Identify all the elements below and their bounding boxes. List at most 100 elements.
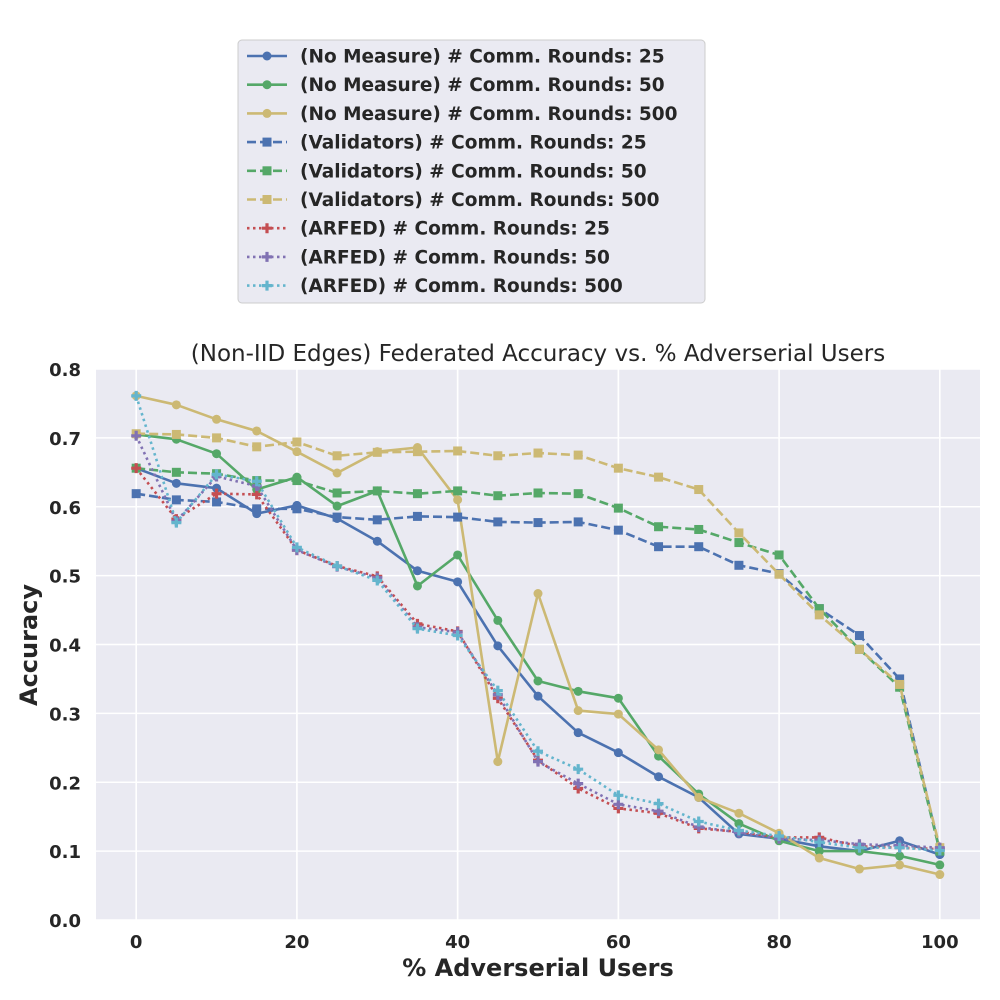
data-point [613,693,623,703]
data-point [613,748,623,758]
data-point [573,489,583,499]
data-point [493,615,503,625]
data-point [613,709,623,719]
data-point [171,467,181,477]
data-point [453,512,463,522]
data-point [613,790,624,801]
data-point [533,676,543,686]
y-tick-label: 0.5 [49,567,81,588]
data-point [251,476,262,487]
data-point [171,517,182,528]
x-tick-label: 80 [767,932,792,953]
data-point [211,469,222,480]
data-point [262,137,272,147]
y-tick-label: 0.2 [49,773,81,794]
data-point [493,517,503,527]
data-point [493,491,503,501]
data-point [573,686,583,696]
y-axis-label: Accuracy [15,584,43,706]
data-point [252,442,262,452]
legend-label: (ARFED) # Comm. Rounds: 50 [300,247,610,268]
data-point [653,798,664,809]
data-point [211,488,222,499]
series-layer [131,390,945,880]
data-point [613,503,623,513]
data-point [412,489,422,499]
x-axis-label: % Adverserial Users [402,954,674,982]
data-point [533,518,543,528]
data-point [412,511,422,521]
data-point [212,414,222,424]
data-point [533,691,543,701]
data-point [453,495,463,505]
y-tick-label: 0.1 [49,842,81,863]
data-point [452,630,463,641]
data-point [854,631,864,641]
data-point [212,449,222,459]
series-line [135,467,940,851]
data-point [694,542,704,552]
data-point [935,860,945,870]
data-point [613,463,623,473]
data-point [291,542,302,553]
data-point [252,504,262,514]
data-point [262,223,272,234]
legend-entry: (Validators) # Comm. Rounds: 50 [247,161,647,182]
chart-title: (Non-IID Edges) Federated Accuracy vs. %… [191,341,885,367]
data-point [372,536,382,546]
data-point [493,757,503,767]
legend-entry: (No Measure) # Comm. Rounds: 25 [247,47,665,68]
data-point [573,517,583,527]
data-point [814,846,824,856]
data-point [573,778,584,789]
data-point [573,764,584,775]
x-tick-label: 100 [921,932,959,953]
legend-entry: (No Measure) # Comm. Rounds: 500 [247,104,678,125]
data-point [694,485,704,495]
data-point [774,569,784,579]
data-point [895,860,905,870]
data-point [774,550,784,560]
data-point [533,488,543,498]
legend-label: (Validators) # Comm. Rounds: 500 [300,190,660,211]
data-point [412,623,423,634]
y-tick-label: 0.8 [49,360,81,381]
legend-label: (No Measure) # Comm. Rounds: 50 [300,75,665,96]
data-point [262,51,272,61]
data-point [262,280,272,291]
legend-entry: (No Measure) # Comm. Rounds: 50 [247,75,665,96]
y-tick-label: 0.0 [49,911,81,932]
data-point [412,447,422,457]
data-point [332,488,342,498]
y-tick-label: 0.3 [49,704,81,725]
ticks: 0.0 0.1 0.2 0.3 0.4 0.5 0.6 0.7 0.8 0 20 40 60 80 100 [49,360,958,953]
data-point [262,108,272,118]
data-point [493,451,503,461]
data-point [734,538,744,548]
data-point [734,560,744,570]
y-tick-label: 0.7 [49,429,81,450]
legend: (No Measure) # Comm. Rounds: 25 (No Measu… [237,39,706,304]
data-point [453,486,463,496]
data-point [412,566,422,576]
legend-entry: (Validators) # Comm. Rounds: 25 [247,133,647,154]
x-tick-label: 0 [130,932,143,953]
data-point [131,390,142,401]
data-point [734,528,744,538]
data-point [212,483,222,493]
data-point [895,679,905,689]
data-point [934,845,945,856]
data-point [372,486,382,496]
legend-label: (Validators) # Comm. Rounds: 25 [300,133,647,154]
data-point [894,842,905,853]
data-point [212,433,222,443]
series-line [134,395,940,852]
legend-entry: (ARFED) # Comm. Rounds: 50 [247,247,610,268]
y-tick-label: 0.4 [49,636,81,657]
data-point [412,581,422,591]
data-point [372,575,383,586]
data-point [292,476,302,486]
data-point [131,463,142,474]
data-point [171,495,181,505]
